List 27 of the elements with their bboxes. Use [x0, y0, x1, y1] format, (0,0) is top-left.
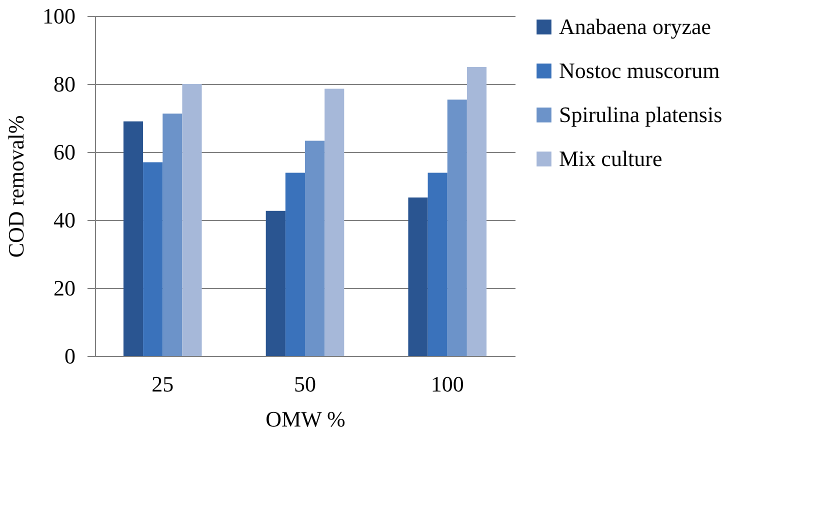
x-tick-label: 50	[294, 372, 316, 396]
y-tick-label: 20	[54, 276, 76, 300]
bar	[305, 140, 325, 356]
bar	[466, 67, 487, 356]
bar	[123, 121, 144, 356]
bar	[324, 88, 344, 356]
legend-label: Anabaena oryzae	[559, 14, 712, 39]
y-tick-label: 60	[54, 140, 76, 164]
y-axis-title: COD removal%	[4, 115, 28, 258]
bar	[266, 210, 286, 356]
y-tick-label: 40	[54, 208, 76, 232]
bar	[447, 100, 467, 356]
legend-label: Nostoc muscorum	[559, 58, 720, 83]
bar	[408, 198, 428, 356]
x-axis-title: OMW %	[266, 406, 346, 432]
bar	[143, 162, 163, 356]
bar	[285, 172, 305, 356]
x-tick-label: 25	[152, 372, 174, 396]
bar	[162, 114, 182, 356]
legend-label: Mix culture	[559, 146, 662, 171]
y-tick-label: 100	[42, 4, 76, 28]
legend-label: Spirulina platensis	[559, 102, 722, 127]
x-tick-label: 100	[430, 372, 464, 396]
y-tick-label: 80	[54, 72, 76, 96]
y-tick-label: 0	[64, 344, 76, 368]
bar	[428, 172, 448, 356]
bar	[182, 84, 202, 356]
